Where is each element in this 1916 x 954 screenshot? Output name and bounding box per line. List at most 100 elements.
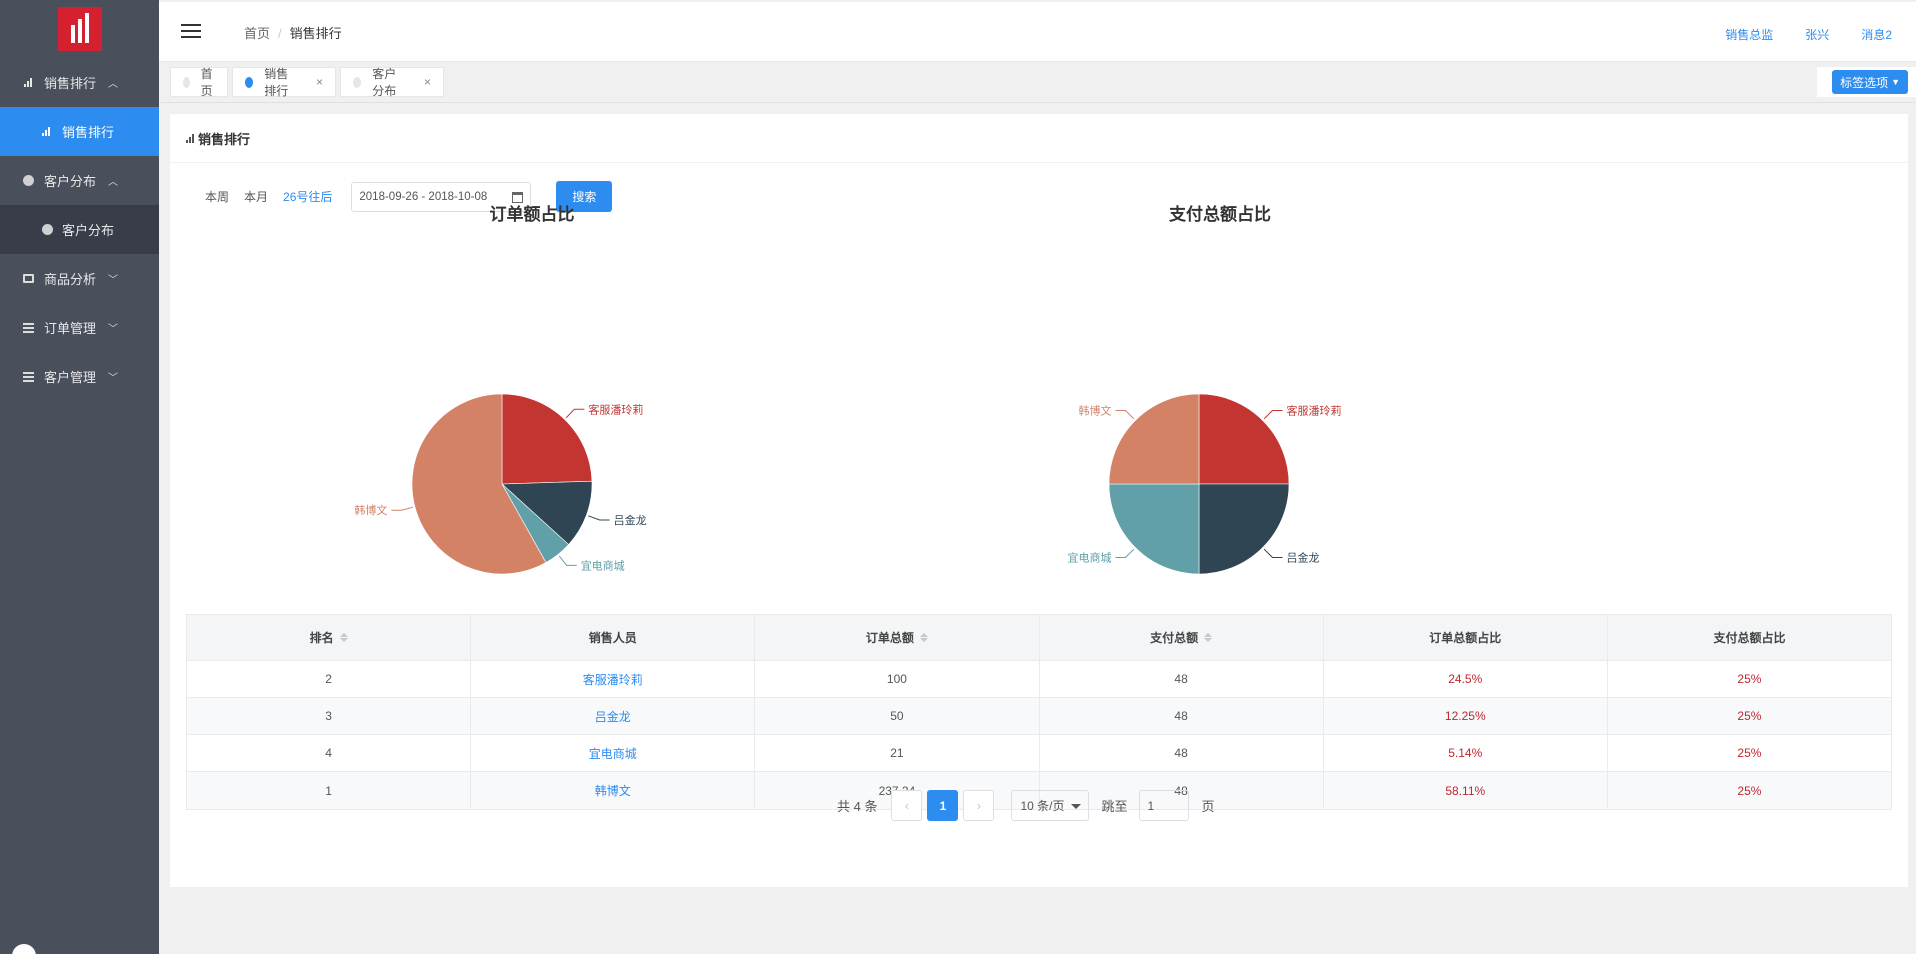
filter-bar: 本周 本月 26号往后 2018-09-26 - 2018-10-08 搜索: [205, 181, 613, 212]
close-icon[interactable]: ×: [315, 75, 323, 89]
nav-sub-label: 客户分布: [62, 223, 115, 238]
chevron-down-icon: ﹀: [108, 373, 119, 384]
pie-slice[interactable]: [1198, 393, 1290, 485]
tab-home[interactable]: 首页: [170, 67, 228, 98]
pie-slice[interactable]: [501, 480, 593, 545]
tab-customer-distribution[interactable]: 客户分布 ×: [340, 67, 444, 98]
nav-customer-distribution[interactable]: 客户分布 ︿: [0, 156, 159, 205]
salesperson-link[interactable]: 韩博文: [594, 784, 631, 798]
filter-after-26[interactable]: 26号往后: [283, 190, 333, 204]
table-row: 3 吕金龙 50 48 12.25% 25%: [187, 698, 1891, 735]
table-cell: 25%: [1608, 772, 1891, 809]
tab-dot-icon: [245, 76, 254, 88]
pager-prev-button[interactable]: ‹: [891, 790, 923, 821]
tab-options-button[interactable]: 标签选项 ▼: [1832, 70, 1908, 94]
list-icon: [22, 371, 34, 383]
table-row: 4 宜电商城 21 48 5.14% 25%: [187, 735, 1891, 772]
salesperson-link[interactable]: 吕金龙: [594, 709, 631, 724]
filter-week[interactable]: 本周: [205, 190, 230, 204]
chevron-up-icon: ︿: [108, 79, 119, 90]
search-button[interactable]: 搜索: [556, 181, 613, 212]
table-header-cell[interactable]: 订单总额: [755, 615, 1040, 660]
pie-slice[interactable]: [1198, 483, 1290, 575]
tab-bar: 首页 销售排行 × 客户分布 × 标签选项 ▼: [159, 63, 1916, 103]
pager-next-button[interactable]: ›: [963, 790, 995, 821]
nav-sales-ranking[interactable]: 销售排行 ︿: [0, 58, 159, 107]
messages-link[interactable]: 消息2: [1861, 28, 1892, 42]
date-range-input[interactable]: 2018-09-26 - 2018-10-08: [351, 181, 532, 212]
pie-slice[interactable]: [1108, 393, 1200, 485]
salesperson-link[interactable]: 客服潘玲莉: [582, 672, 643, 687]
ranking-table: 排名 销售人员 订单总额 支付总额 订单总额占比 支付总额占比 2 客服潘玲莉 100 48 24…: [186, 614, 1892, 810]
tab-sales-ranking[interactable]: 销售排行 ×: [232, 67, 336, 98]
table-cell: 5.14%: [1324, 735, 1608, 771]
sort-icon[interactable]: [339, 633, 348, 642]
cell-value: 25%: [1737, 783, 1762, 798]
pager-total: 共 4 条: [837, 799, 878, 814]
pie-label: 宜电商城: [1067, 551, 1111, 565]
pie-slice[interactable]: [411, 393, 547, 575]
pagination: 共 4 条 ‹ 1 › 10 条/页 跳至 1 页: [837, 790, 1215, 821]
pager-jump-input[interactable]: 1: [1139, 790, 1190, 821]
card-title-text: 销售排行: [198, 131, 251, 147]
breadcrumb-home[interactable]: 首页: [244, 26, 271, 41]
header-label: 支付总额占比: [1713, 631, 1786, 645]
pie-label-line: [1263, 409, 1283, 420]
cell-value: 48: [1174, 746, 1188, 760]
sidebar: 销售排行 ︿ 销售排行 客户分布 ︿ 客户分布 商品分析 ﹀ 订单管理 ﹀ 客户…: [0, 0, 159, 954]
pie-label: 吕金龙: [614, 513, 647, 527]
table-cell: 1: [187, 772, 472, 809]
header-label: 支付总额: [1150, 631, 1199, 645]
tab-options-label: 标签选项: [1840, 75, 1889, 90]
table-row: 2 客服潘玲莉 100 48 24.5% 25%: [187, 661, 1891, 698]
pie-label: 客服潘玲莉: [588, 402, 643, 416]
menu-toggle-icon[interactable]: [181, 24, 201, 38]
sort-icon[interactable]: [919, 633, 928, 642]
filter-month[interactable]: 本月: [244, 190, 269, 204]
cell-value: 25%: [1737, 672, 1762, 686]
pie-label: 吕金龙: [1287, 551, 1320, 565]
nav-label: 商品分析: [44, 272, 97, 287]
pager-page-unit: 页: [1201, 799, 1215, 814]
nav-customer-management[interactable]: 客户管理 ﹀: [0, 352, 159, 401]
pie-title-orders: 订单额占比: [489, 205, 575, 224]
sort-icon[interactable]: [1204, 633, 1213, 642]
bar-chart-icon: [186, 133, 194, 143]
bar-chart-icon: [22, 77, 34, 89]
page-size-select[interactable]: 10 条/页: [1011, 790, 1090, 821]
pie-label-line: [588, 515, 610, 521]
breadcrumb: 首页 / 销售排行: [244, 26, 342, 41]
nav-label: 客户管理: [44, 370, 97, 385]
table-header-cell[interactable]: 支付总额: [1040, 615, 1324, 660]
salesperson-link[interactable]: 宜电商城: [588, 746, 637, 761]
pie-chart-icon: [42, 224, 54, 235]
cell-value: 2: [325, 672, 332, 686]
table-header-cell: 销售人员: [471, 615, 756, 660]
help-icon[interactable]: [12, 944, 36, 954]
nav-order-management[interactable]: 订单管理 ﹀: [0, 303, 159, 352]
tab-options-wrap: 标签选项 ▼: [1817, 67, 1916, 97]
table-header: 排名 销售人员 订单总额 支付总额 订单总额占比 支付总额占比: [187, 615, 1891, 661]
table-cell: 12.25%: [1324, 698, 1608, 734]
nav-sub-customer-distribution[interactable]: 客户分布: [0, 205, 159, 254]
close-icon[interactable]: ×: [423, 75, 431, 89]
table-header-cell[interactable]: 排名: [187, 615, 472, 660]
table-header-cell: 订单总额占比: [1324, 615, 1608, 660]
role-link[interactable]: 销售总监: [1725, 28, 1774, 42]
table-cell: 25%: [1608, 661, 1891, 697]
nav-sub-sales-ranking[interactable]: 销售排行: [0, 107, 159, 156]
cell-value: 48: [1174, 709, 1188, 723]
nav-product-analysis[interactable]: 商品分析 ﹀: [0, 254, 159, 303]
nav-label: 订单管理: [44, 321, 97, 336]
tab-label: 首页: [200, 67, 213, 98]
pie-slice[interactable]: [501, 393, 593, 485]
tab-dot-icon: [183, 76, 190, 88]
table-cell: 韩博文: [471, 772, 756, 809]
table-cell: 58.11%: [1324, 772, 1608, 809]
pie-slice[interactable]: [1108, 483, 1200, 575]
pager-page-1[interactable]: 1: [927, 790, 959, 821]
cell-value: 50: [890, 709, 904, 723]
pie-title-payments: 支付总额占比: [1169, 205, 1271, 224]
user-link[interactable]: 张兴: [1805, 28, 1830, 42]
